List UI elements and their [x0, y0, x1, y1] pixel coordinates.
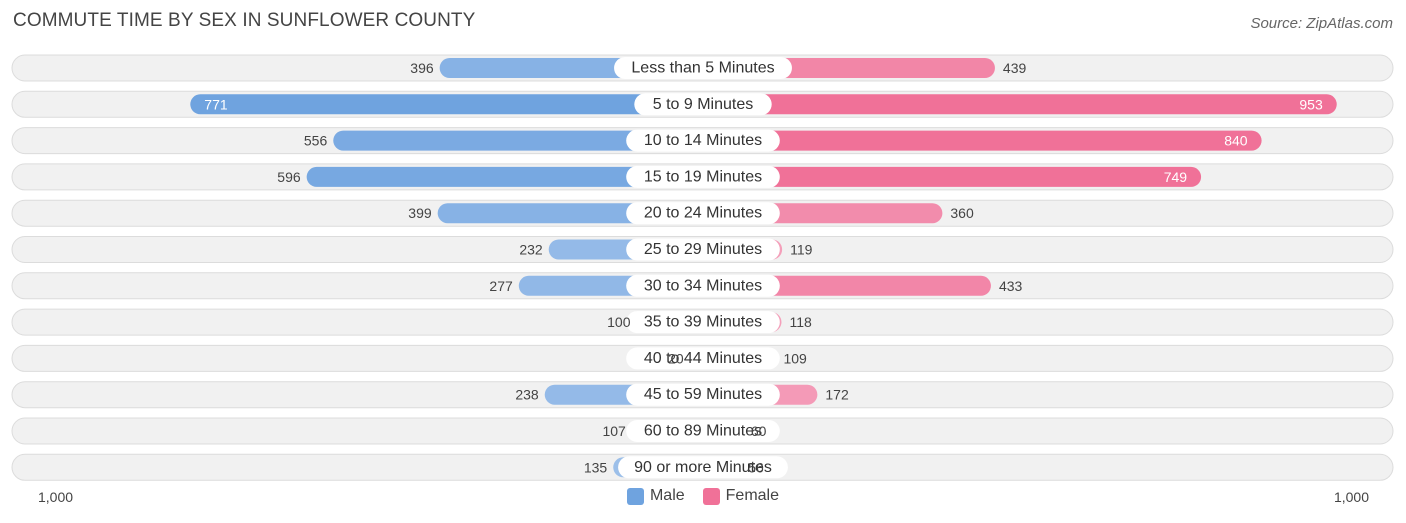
source-label: Source: ZipAtlas.com — [1250, 15, 1393, 32]
category-label-60-to-89-minutes: 60 to 89 Minutes — [644, 423, 762, 440]
category-label-25-to-29-minutes: 25 to 29 Minutes — [644, 241, 762, 258]
value-female-40-to-44-minutes: 109 — [783, 350, 807, 366]
legend-item-female[interactable]: Female — [702, 487, 780, 505]
category-label-35-to-39-minutes: 35 to 39 Minutes — [644, 314, 762, 331]
category-pill-35-to-39-minutes — [626, 311, 780, 334]
axis-left-label: 1,000 — [38, 489, 74, 505]
value-female-10-to-14-minutes: 840 — [1224, 133, 1248, 149]
legend: Male Female — [0, 487, 1406, 505]
value-female-30-to-34-minutes: 433 — [999, 278, 1023, 294]
chart-title: COMMUTE TIME BY SEX IN SUNFLOWER COUNTY — [13, 10, 476, 31]
value-male-30-to-34-minutes: 277 — [489, 278, 513, 294]
value-male-25-to-29-minutes: 232 — [519, 242, 543, 258]
bar-male-5-to-9-minutes — [190, 94, 703, 115]
value-male-45-to-59-minutes: 238 — [515, 387, 539, 403]
legend-label-female: Female — [725, 487, 780, 504]
value-male-5-to-9-minutes: 771 — [204, 96, 228, 112]
category-label-15-to-19-minutes: 15 to 19 Minutes — [644, 168, 762, 185]
category-pill-less-than-5-minutes — [614, 57, 792, 79]
category-pill-90-or-more-minutes — [618, 456, 788, 479]
legend-swatch-female — [702, 487, 720, 505]
category-pill-5-to-9-minutes — [634, 93, 772, 116]
bar-female-15-to-19-minutes — [703, 166, 1202, 187]
bar-female-5-to-9-minutes — [703, 94, 1337, 115]
category-label-45-to-59-minutes: 45 to 59 Minutes — [644, 386, 762, 403]
category-label-40-to-44-minutes: 40 to 44 Minutes — [644, 350, 762, 367]
value-male-less-than-5-minutes: 396 — [410, 60, 434, 76]
category-pill-45-to-59-minutes — [626, 383, 780, 406]
legend-swatch-male — [626, 487, 644, 505]
value-female-90-or-more-minutes: 56 — [748, 459, 764, 475]
value-male-20-to-24-minutes: 399 — [408, 205, 432, 221]
value-male-90-or-more-minutes: 135 — [584, 459, 608, 475]
value-female-less-than-5-minutes: 439 — [1003, 60, 1027, 76]
category-pill-20-to-24-minutes — [626, 202, 780, 225]
category-label-30-to-34-minutes: 30 to 34 Minutes — [644, 277, 762, 294]
value-male-15-to-19-minutes: 596 — [277, 169, 301, 185]
legend-label-male: Male — [649, 487, 685, 504]
axis-right-label: 1,000 — [1333, 489, 1369, 505]
category-pill-10-to-14-minutes — [626, 129, 780, 152]
category-pill-30-to-34-minutes — [626, 274, 780, 297]
category-label-less-than-5-minutes: Less than 5 Minutes — [631, 60, 774, 77]
value-male-60-to-89-minutes: 107 — [602, 423, 626, 439]
value-female-5-to-9-minutes: 953 — [1299, 96, 1323, 112]
bar-male-10-to-14-minutes — [333, 130, 703, 151]
bar-male-15-to-19-minutes — [306, 166, 703, 187]
legend-item-male[interactable]: Male — [626, 487, 685, 505]
category-pill-60-to-89-minutes — [626, 420, 780, 442]
value-female-35-to-39-minutes: 118 — [789, 314, 812, 330]
category-label-20-to-24-minutes: 20 to 24 Minutes — [644, 205, 762, 222]
value-female-20-to-24-minutes: 360 — [950, 205, 974, 221]
value-female-15-to-19-minutes: 749 — [1164, 169, 1188, 185]
value-male-35-to-39-minutes: 100 — [607, 314, 631, 330]
category-pill-40-to-44-minutes — [626, 347, 780, 370]
category-pill-15-to-19-minutes — [626, 165, 780, 188]
category-label-10-to-14-minutes: 10 to 14 Minutes — [644, 132, 762, 149]
category-label-5-to-9-minutes: 5 to 9 Minutes — [653, 96, 754, 113]
category-label-90-or-more-minutes: 90 or more Minutes — [634, 459, 772, 476]
value-female-45-to-59-minutes: 172 — [825, 387, 849, 403]
value-male-40-to-44-minutes: 20 — [668, 350, 684, 366]
category-pill-25-to-29-minutes — [626, 238, 780, 261]
value-male-10-to-14-minutes: 556 — [304, 133, 328, 149]
bar-female-10-to-14-minutes — [703, 130, 1262, 151]
value-female-60-to-89-minutes: 60 — [751, 423, 767, 439]
value-female-25-to-29-minutes: 119 — [790, 242, 813, 258]
